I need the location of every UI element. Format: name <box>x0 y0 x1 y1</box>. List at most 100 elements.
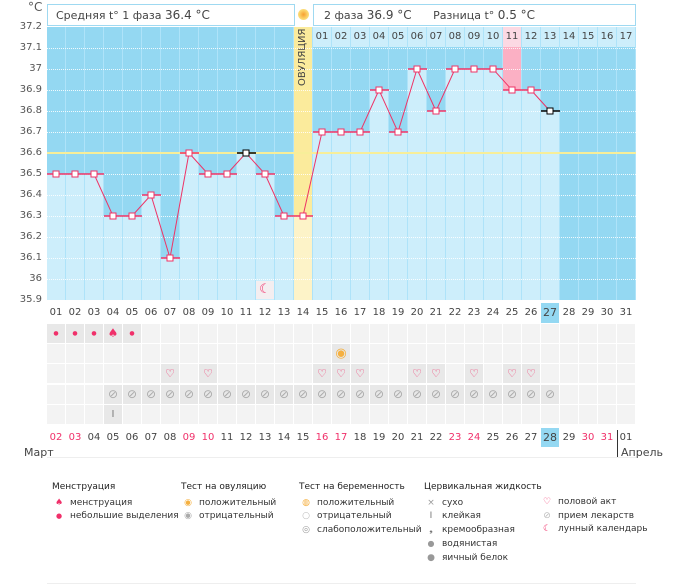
marker-cell[interactable] <box>66 344 84 363</box>
marker-cell[interactable] <box>180 324 198 343</box>
marker-cell[interactable] <box>560 324 578 343</box>
temperature-point[interactable] <box>185 149 193 157</box>
marker-cell[interactable] <box>427 405 445 424</box>
marker-cell[interactable]: ⊘ <box>180 385 198 404</box>
marker-cell[interactable] <box>313 405 331 424</box>
marker-cell[interactable] <box>218 344 236 363</box>
marker-cell[interactable] <box>598 324 616 343</box>
marker-cell[interactable] <box>522 324 540 343</box>
marker-cell[interactable] <box>408 405 426 424</box>
marker-cell[interactable] <box>180 364 198 383</box>
marker-cell[interactable] <box>275 364 293 383</box>
marker-cell[interactable]: ♡ <box>427 364 445 383</box>
marker-cell[interactable] <box>275 405 293 424</box>
temperature-point[interactable] <box>166 254 174 262</box>
marker-cell[interactable] <box>579 405 597 424</box>
marker-cell[interactable] <box>389 324 407 343</box>
marker-cell[interactable] <box>579 385 597 404</box>
marker-cell[interactable] <box>256 405 274 424</box>
marker-cell[interactable] <box>47 405 65 424</box>
temperature-point[interactable] <box>52 170 60 178</box>
marker-cell[interactable] <box>66 385 84 404</box>
marker-cell[interactable] <box>237 344 255 363</box>
marker-cell[interactable] <box>275 344 293 363</box>
marker-cell[interactable] <box>237 324 255 343</box>
marker-cell[interactable] <box>313 324 331 343</box>
marker-cell[interactable] <box>218 324 236 343</box>
marker-cell[interactable] <box>294 405 312 424</box>
marker-cell[interactable] <box>465 344 483 363</box>
temperature-point[interactable] <box>546 107 554 115</box>
marker-cell[interactable]: ⊘ <box>332 385 350 404</box>
marker-cell[interactable] <box>617 405 635 424</box>
marker-cell[interactable]: ⊘ <box>256 385 274 404</box>
temperature-point[interactable] <box>470 65 478 73</box>
marker-cell[interactable] <box>427 344 445 363</box>
marker-cell[interactable] <box>541 364 559 383</box>
marker-cell[interactable] <box>446 364 464 383</box>
temperature-point[interactable] <box>90 170 98 178</box>
marker-cell[interactable] <box>389 344 407 363</box>
temperature-point[interactable] <box>413 65 421 73</box>
marker-cell[interactable] <box>218 364 236 383</box>
marker-cell[interactable]: ⊘ <box>541 385 559 404</box>
marker-cell[interactable] <box>123 405 141 424</box>
marker-cell[interactable] <box>598 344 616 363</box>
marker-cell[interactable] <box>294 324 312 343</box>
marker-cell[interactable] <box>47 344 65 363</box>
temperature-point[interactable] <box>261 170 269 178</box>
temperature-point[interactable] <box>432 107 440 115</box>
marker-cell[interactable]: ⊘ <box>427 385 445 404</box>
marker-cell[interactable]: ♠ <box>104 324 122 343</box>
temperature-point[interactable] <box>204 170 212 178</box>
marker-cell[interactable]: ⊘ <box>199 385 217 404</box>
marker-cell[interactable] <box>541 344 559 363</box>
marker-cell[interactable] <box>389 364 407 383</box>
marker-cell[interactable]: ♡ <box>465 364 483 383</box>
marker-cell[interactable]: ⊘ <box>522 385 540 404</box>
marker-cell[interactable] <box>484 364 502 383</box>
marker-cell[interactable] <box>484 344 502 363</box>
marker-cell[interactable] <box>85 385 103 404</box>
marker-cell[interactable] <box>256 344 274 363</box>
marker-cell[interactable] <box>541 405 559 424</box>
marker-cell[interactable]: ⊘ <box>503 385 521 404</box>
marker-cell[interactable] <box>446 344 464 363</box>
marker-cell[interactable]: ♡ <box>408 364 426 383</box>
marker-cell[interactable] <box>199 405 217 424</box>
marker-cell[interactable] <box>237 364 255 383</box>
marker-cell[interactable] <box>313 344 331 363</box>
marker-cell[interactable]: ♡ <box>199 364 217 383</box>
marker-cell[interactable]: ♡ <box>522 364 540 383</box>
marker-cell[interactable]: ● <box>85 324 103 343</box>
temperature-point[interactable] <box>375 86 383 94</box>
marker-cell[interactable] <box>256 364 274 383</box>
marker-cell[interactable] <box>199 344 217 363</box>
marker-cell[interactable] <box>560 405 578 424</box>
marker-cell[interactable] <box>161 344 179 363</box>
marker-cell[interactable] <box>142 324 160 343</box>
marker-cell[interactable]: ⊘ <box>142 385 160 404</box>
marker-cell[interactable] <box>47 364 65 383</box>
marker-cell[interactable] <box>370 405 388 424</box>
temperature-point[interactable] <box>527 86 535 94</box>
marker-cell[interactable] <box>560 344 578 363</box>
marker-cell[interactable] <box>560 385 578 404</box>
marker-cell[interactable]: I <box>104 405 122 424</box>
marker-cell[interactable] <box>180 344 198 363</box>
marker-cell[interactable]: ⊘ <box>275 385 293 404</box>
marker-cell[interactable] <box>579 324 597 343</box>
marker-cell[interactable] <box>408 344 426 363</box>
marker-cell[interactable] <box>85 405 103 424</box>
marker-cell[interactable] <box>351 324 369 343</box>
marker-cell[interactable] <box>484 324 502 343</box>
marker-cell[interactable]: ♡ <box>332 364 350 383</box>
marker-cell[interactable]: ⊘ <box>294 385 312 404</box>
marker-cell[interactable]: ♡ <box>351 364 369 383</box>
marker-cell[interactable] <box>256 324 274 343</box>
marker-cell[interactable] <box>294 344 312 363</box>
temperature-point[interactable] <box>223 170 231 178</box>
marker-cell[interactable]: ⊘ <box>161 385 179 404</box>
marker-cell[interactable]: ⊘ <box>484 385 502 404</box>
marker-cell[interactable] <box>275 324 293 343</box>
